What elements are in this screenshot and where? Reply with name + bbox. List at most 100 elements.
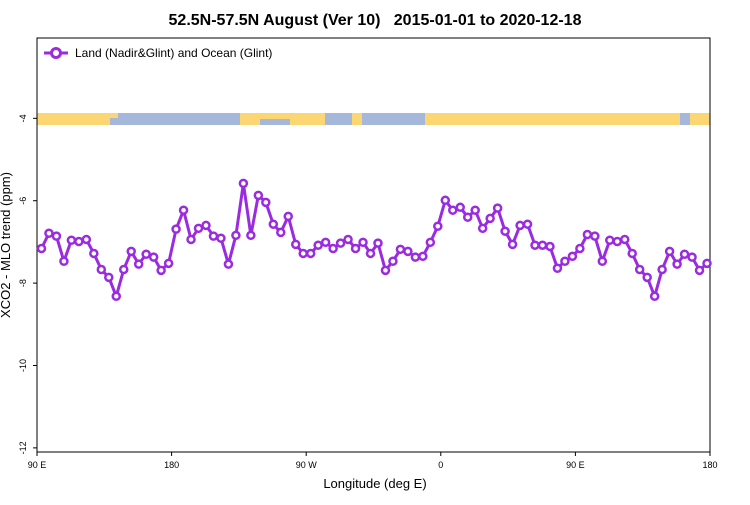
x-tick-label: 0 [438, 460, 443, 470]
data-point [380, 265, 391, 276]
data-point [36, 243, 47, 254]
data-point [253, 190, 264, 201]
land-ocean-strip [37, 113, 710, 125]
data-point [298, 248, 308, 259]
legend-marker [50, 47, 62, 59]
legend: Land (Nadir&Glint) and Ocean (Glint) [44, 46, 272, 60]
data-point [51, 231, 62, 241]
data-point [178, 205, 189, 215]
data-point [597, 256, 608, 267]
data-point [410, 252, 421, 262]
data-point [268, 219, 279, 229]
data-point [620, 234, 630, 245]
data-point [649, 291, 660, 302]
data-point [335, 238, 346, 248]
y-tick-label: -4 [18, 114, 28, 122]
data-point [305, 248, 316, 259]
data-point [545, 241, 555, 252]
data-point [156, 265, 166, 276]
data-point [418, 251, 428, 262]
data-point [560, 256, 570, 267]
data-point [133, 259, 144, 269]
data-point [59, 256, 69, 267]
data-point [276, 227, 286, 238]
data-point [171, 224, 181, 234]
data-point [634, 264, 645, 275]
data-point [687, 252, 697, 262]
data-point [96, 264, 107, 275]
data-point [642, 272, 652, 283]
data-point [328, 243, 338, 254]
data-point [403, 246, 413, 257]
data-point [246, 230, 256, 241]
data-point [605, 235, 615, 246]
y-tick-label: -10 [18, 359, 28, 372]
data-point [208, 231, 219, 241]
data-point [395, 244, 406, 255]
x-tick-label: 180 [702, 460, 717, 470]
data-point [522, 219, 533, 229]
data-point [81, 234, 92, 245]
data-point [433, 221, 443, 232]
data-point [575, 243, 585, 254]
chart-title: 52.5N-57.5N August (Ver 10) 2015-01-01 t… [169, 12, 582, 29]
data-point [470, 205, 480, 215]
data-point [448, 205, 458, 215]
data-point [163, 258, 174, 269]
data-point [679, 249, 690, 260]
data-point [201, 220, 211, 231]
data-point [627, 248, 637, 259]
x-tick-label: 180 [164, 460, 179, 470]
data-point [373, 238, 383, 248]
y-tick-label: -8 [18, 279, 28, 287]
data-point [388, 256, 398, 267]
x-tick-label: 90 W [296, 460, 318, 470]
data-point [223, 259, 234, 269]
data-point [515, 220, 525, 231]
data-point [365, 248, 376, 259]
data-point [193, 223, 204, 234]
data-point [141, 249, 151, 260]
data-point [552, 263, 563, 274]
data-point [612, 236, 623, 247]
data-point [664, 246, 675, 257]
plot-frame [36, 37, 711, 453]
y-tick-label: -6 [18, 197, 28, 205]
y-tick-label: -12 [18, 441, 28, 454]
data-point [104, 272, 114, 283]
data-point [343, 234, 353, 245]
data-point [425, 237, 436, 248]
data-point [462, 212, 473, 222]
data-point [283, 211, 294, 222]
data-point [537, 240, 548, 250]
data-point [290, 239, 301, 250]
data-point [657, 264, 667, 275]
data-point [111, 291, 122, 302]
data-point [148, 252, 159, 262]
data-point [350, 243, 361, 254]
data-point [694, 265, 705, 276]
x-tick-label: 90 E [566, 460, 585, 470]
data-point [118, 264, 129, 275]
data-point [231, 230, 241, 241]
data-point [582, 229, 593, 240]
data-point [567, 251, 578, 262]
data-point [590, 231, 600, 241]
data-point [507, 239, 518, 250]
x-tick-label: 90 E [28, 460, 47, 470]
legend-label: Land (Nadir&Glint) and Ocean (Glint) [75, 46, 272, 60]
data-point [320, 237, 331, 248]
x-axis-label: Longitude (deg E) [323, 476, 426, 491]
data-point [477, 223, 488, 234]
data-point [313, 240, 323, 250]
data-point [186, 234, 196, 245]
data-point [358, 237, 368, 248]
y-axis-label: XCO2 - MLO trend (ppm) [0, 172, 13, 318]
data-point [672, 259, 682, 269]
data-point [530, 240, 540, 250]
data-point [216, 233, 226, 243]
data-point [440, 195, 451, 206]
data-point [492, 203, 503, 213]
data-point [66, 235, 77, 246]
